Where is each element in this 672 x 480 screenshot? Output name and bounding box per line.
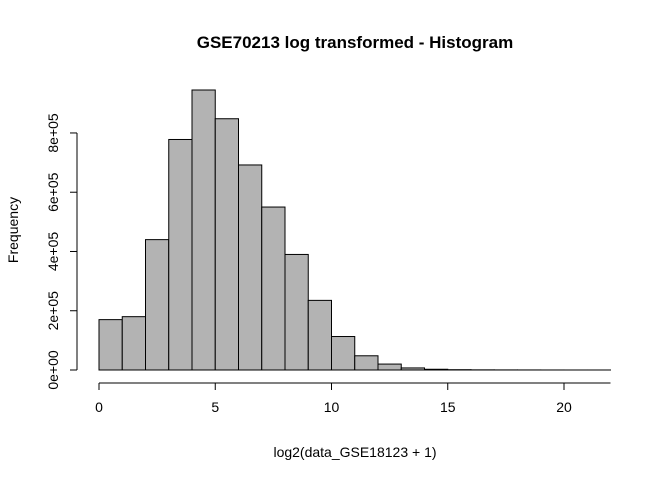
histogram-bar-7: [261, 206, 286, 371]
x-tick-label-3: 15: [440, 399, 456, 415]
histogram-bar-1: [121, 316, 146, 371]
histogram-bar-3: [168, 138, 193, 371]
y-axis-label: Frequency: [5, 197, 21, 263]
histogram-bar-8: [284, 253, 309, 371]
histogram-bars: [98, 89, 611, 371]
chart-title: GSE70213 log transformed - Histogram: [197, 33, 513, 52]
histogram-bar-9: [307, 299, 332, 371]
y-tick-label-4: 8e+05: [45, 113, 61, 153]
histogram-bar-2: [145, 239, 170, 371]
histogram-bar-4: [191, 89, 216, 371]
x-tick-label-0: 0: [95, 399, 103, 415]
histogram-bar-6: [238, 164, 263, 371]
y-tick-label-1: 2e+05: [45, 291, 61, 331]
x-tick-label-4: 20: [556, 399, 572, 415]
y-tick-label-2: 4e+05: [45, 232, 61, 272]
x-axis: 0 5 10 15 20: [95, 382, 611, 415]
histogram-bar-12: [377, 363, 402, 371]
histogram-bar-5: [214, 118, 239, 371]
histogram-bar-10: [331, 336, 356, 371]
histogram-bar-11: [354, 355, 379, 371]
y-tick-label-3: 6e+05: [45, 172, 61, 212]
y-tick-label-0: 0e+00: [45, 350, 61, 390]
x-tick-label-1: 5: [211, 399, 219, 415]
x-axis-label: log2(data_GSE18123 + 1): [273, 444, 436, 460]
histogram-bar-0: [98, 319, 123, 371]
histogram-bar-13: [400, 367, 425, 371]
y-axis: 0e+00 2e+05 4e+05 6e+05 8e+05: [45, 113, 78, 390]
histogram-bar-14: [424, 368, 449, 371]
x-tick-label-2: 10: [324, 399, 340, 415]
